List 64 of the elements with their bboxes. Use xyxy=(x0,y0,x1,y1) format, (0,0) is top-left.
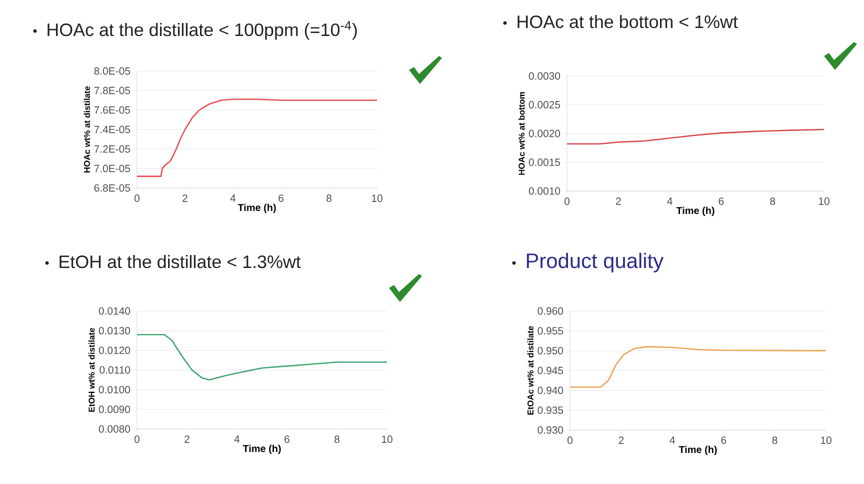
y-axis-title: EtOAc wt% at distilate xyxy=(527,326,534,415)
x-tick-label: 4 xyxy=(667,198,672,205)
y-tick-label: 7.2E-05 xyxy=(94,145,130,153)
chart-title: HOAc at the distillate < 100ppm (=10$^{-4}$) xyxy=(48,21,357,40)
y-tick-label: 0.0080 xyxy=(98,425,130,433)
chart-title: EtOH at the distillate < 1.3%wt xyxy=(60,254,301,268)
x-tick-label: 8 xyxy=(334,436,340,443)
y-axis-title: HOAc wt% at bottom xyxy=(518,92,525,175)
x-tick-label: 10 xyxy=(382,436,392,443)
x-tick-label: 6 xyxy=(278,194,284,202)
x-tick-label: 2 xyxy=(184,436,190,443)
y-tick-label: 0.0090 xyxy=(98,406,130,414)
y-tick-label: 6.8E-05 xyxy=(94,184,130,192)
y-tick-label: 0.930 xyxy=(538,426,564,434)
x-tick-label: 4 xyxy=(230,194,236,202)
y-tick-label: 0.950 xyxy=(538,346,564,354)
x-tick-label: 10 xyxy=(820,436,832,444)
y-tick-label: 0.0015 xyxy=(528,158,560,166)
x-tick-label: 8 xyxy=(772,436,778,444)
y-tick-label: 0.0010 xyxy=(528,187,560,195)
y-tick-label: 0.935 xyxy=(538,406,564,414)
y-tick-label: 0.0100 xyxy=(98,386,130,394)
y-tick-label: 0.940 xyxy=(538,386,564,394)
y-tick-label: 0.960 xyxy=(538,307,564,315)
y-tick-label: 0.955 xyxy=(538,327,564,335)
y-tick-label: 0.0120 xyxy=(98,346,130,354)
x-tick-label: 6 xyxy=(284,436,290,443)
x-tick-label: 6 xyxy=(721,436,726,444)
x-tick-label: 4 xyxy=(234,436,240,443)
x-tick-label: 8 xyxy=(770,198,776,205)
y-tick-label: 7.0E-05 xyxy=(94,164,130,172)
x-tick-label: 0 xyxy=(134,194,140,202)
x-tick-label: 2 xyxy=(182,194,188,202)
y-tick-label: 0.0140 xyxy=(98,307,130,315)
y-tick-label: 7.4E-05 xyxy=(94,126,130,134)
x-tick-label: 10 xyxy=(818,198,830,205)
y-tick-label: 8.0E-05 xyxy=(94,67,130,75)
y-tick-label: 0.0130 xyxy=(98,326,130,334)
x-tick-label: 10 xyxy=(372,194,382,202)
line-series xyxy=(570,346,826,388)
x-tick-label: 6 xyxy=(718,198,724,205)
x-tick-label: 0 xyxy=(564,198,570,205)
y-tick-label: 0.945 xyxy=(538,366,564,374)
x-tick-label: 2 xyxy=(616,198,621,205)
x-axis-title: Time (h) xyxy=(238,204,276,214)
x-tick-label: 0 xyxy=(134,436,140,443)
y-tick-label: 0.0030 xyxy=(528,72,560,80)
y-tick-label: 7.8E-05 xyxy=(94,86,130,94)
line-series xyxy=(137,334,388,380)
chart-title: HOAc at the bottom < 1%wt xyxy=(518,14,738,28)
x-axis-title: Time (h) xyxy=(678,446,717,456)
y-axis-title: EtOH wt% at distilate xyxy=(88,328,95,412)
y-axis-title: HOAc wt% at distilate xyxy=(84,86,90,172)
x-tick-label: 2 xyxy=(618,436,624,444)
x-tick-label: 0 xyxy=(568,436,573,444)
x-axis-title: Time (h) xyxy=(676,206,714,216)
x-tick-label: 4 xyxy=(670,436,675,444)
y-tick-label: 0.0025 xyxy=(528,101,560,108)
x-tick-label: 8 xyxy=(326,194,332,202)
y-tick-label: 0.0110 xyxy=(100,366,130,374)
x-axis-title: Time (h) xyxy=(242,444,281,454)
chart-title: Product quality xyxy=(526,252,664,272)
y-tick-label: 7.6E-05 xyxy=(94,106,130,114)
y-tick-label: 0.0020 xyxy=(528,130,560,138)
